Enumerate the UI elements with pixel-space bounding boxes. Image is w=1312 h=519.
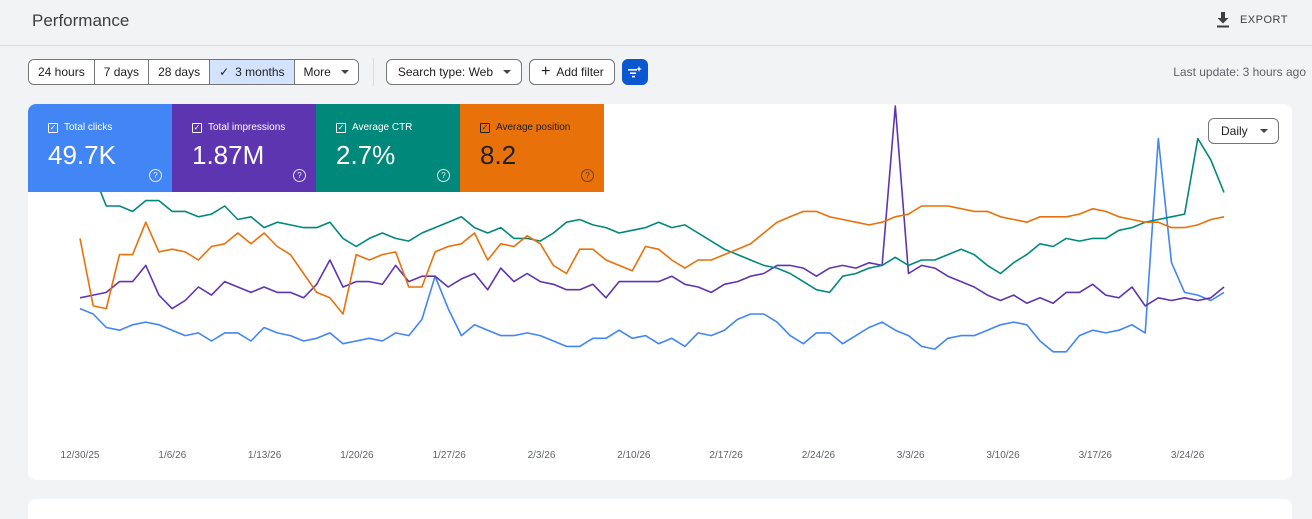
last-update-text: Last update: 3 hours ago bbox=[1173, 65, 1306, 79]
search-type-dropdown[interactable]: Search type: Web bbox=[385, 59, 523, 85]
range-3-months[interactable]: ✓ 3 months bbox=[210, 60, 295, 84]
range-24-hours[interactable]: 24 hours bbox=[29, 60, 95, 84]
range-28-days[interactable]: 28 days bbox=[149, 60, 211, 84]
range-7-days[interactable]: 7 days bbox=[94, 60, 150, 84]
export-label: EXPORT bbox=[1239, 14, 1288, 26]
x-tick-label: 1/20/26 bbox=[340, 450, 374, 461]
performance-chart-card: 12/30/25 1/6/26 1/13/26 1/20/26 1/27/26 2/3/2… bbox=[28, 104, 1292, 480]
checkbox-icon[interactable]: ✓ bbox=[480, 122, 490, 133]
x-tick-label: 3/3/26 bbox=[897, 450, 925, 461]
metric-total-clicks[interactable]: ✓ Total clicks 49.7K ? bbox=[28, 104, 172, 192]
help-icon[interactable]: ? bbox=[581, 169, 594, 182]
page-title: Performance bbox=[32, 11, 130, 30]
check-icon: ✓ bbox=[219, 65, 230, 79]
checkbox-icon[interactable]: ✓ bbox=[192, 122, 202, 133]
performance-chart: 12/30/25 1/6/26 1/13/26 1/20/26 1/27/26 2/3/2… bbox=[61, 105, 1225, 461]
series-line-average-ctr bbox=[79, 137, 1225, 294]
table-card bbox=[28, 499, 1292, 519]
x-tick-label: 2/17/26 bbox=[709, 450, 743, 461]
x-tick-label: 1/27/26 bbox=[433, 450, 467, 461]
x-tick-label: 3/10/26 bbox=[986, 450, 1020, 461]
filter-settings-button[interactable] bbox=[621, 59, 648, 85]
x-tick-label: 2/10/26 bbox=[617, 450, 651, 461]
range-more-dropdown[interactable]: More bbox=[294, 60, 358, 84]
add-filter-button[interactable]: + Add filter bbox=[529, 59, 615, 85]
date-range-selector: 24 hours 7 days 28 days ✓ 3 months More bbox=[28, 59, 359, 85]
chevron-down-icon bbox=[340, 70, 349, 74]
help-icon[interactable]: ? bbox=[293, 169, 306, 182]
x-tick-label: 1/13/26 bbox=[248, 450, 282, 461]
x-tick-label: 12/30/25 bbox=[61, 450, 100, 461]
divider bbox=[372, 58, 374, 86]
series-line-average-position bbox=[79, 205, 1225, 315]
plus-icon: + bbox=[541, 63, 551, 80]
metric-total-impressions[interactable]: ✓ Total impressions 1.87M ? bbox=[172, 104, 316, 192]
series-line-total-clicks bbox=[79, 137, 1225, 353]
checkbox-icon[interactable]: ✓ bbox=[48, 122, 58, 133]
filter-sparkle-icon bbox=[627, 66, 642, 78]
series-line-total-impressions bbox=[79, 105, 1225, 310]
metric-value: 49.7K bbox=[48, 140, 116, 170]
filter-bar: 24 hours 7 days 28 days ✓ 3 months More S… bbox=[28, 58, 648, 86]
x-tick-label: 3/17/26 bbox=[1079, 450, 1113, 461]
export-button[interactable]: EXPORT bbox=[1216, 12, 1288, 28]
chevron-down-icon bbox=[1259, 129, 1268, 133]
page-header: Performance EXPORT bbox=[0, 0, 1312, 46]
metric-average-ctr[interactable]: ✓ Average CTR 2.7% ? bbox=[316, 104, 460, 192]
x-tick-label: 3/24/26 bbox=[1171, 450, 1205, 461]
help-icon[interactable]: ? bbox=[149, 169, 162, 182]
x-tick-label: 1/6/26 bbox=[158, 450, 186, 461]
metric-value: 1.87M bbox=[192, 140, 265, 170]
granularity-dropdown[interactable]: Daily bbox=[1208, 118, 1279, 144]
x-tick-label: 2/24/26 bbox=[802, 450, 836, 461]
x-tick-label: 2/3/26 bbox=[528, 450, 556, 461]
help-icon[interactable]: ? bbox=[437, 169, 450, 182]
download-icon bbox=[1216, 12, 1229, 28]
chevron-down-icon bbox=[503, 70, 512, 74]
checkbox-icon[interactable]: ✓ bbox=[336, 122, 346, 133]
metric-value: 8.2 bbox=[480, 140, 517, 170]
metric-average-position[interactable]: ✓ Average position 8.2 ? bbox=[460, 104, 604, 192]
metric-value: 2.7% bbox=[336, 140, 396, 170]
